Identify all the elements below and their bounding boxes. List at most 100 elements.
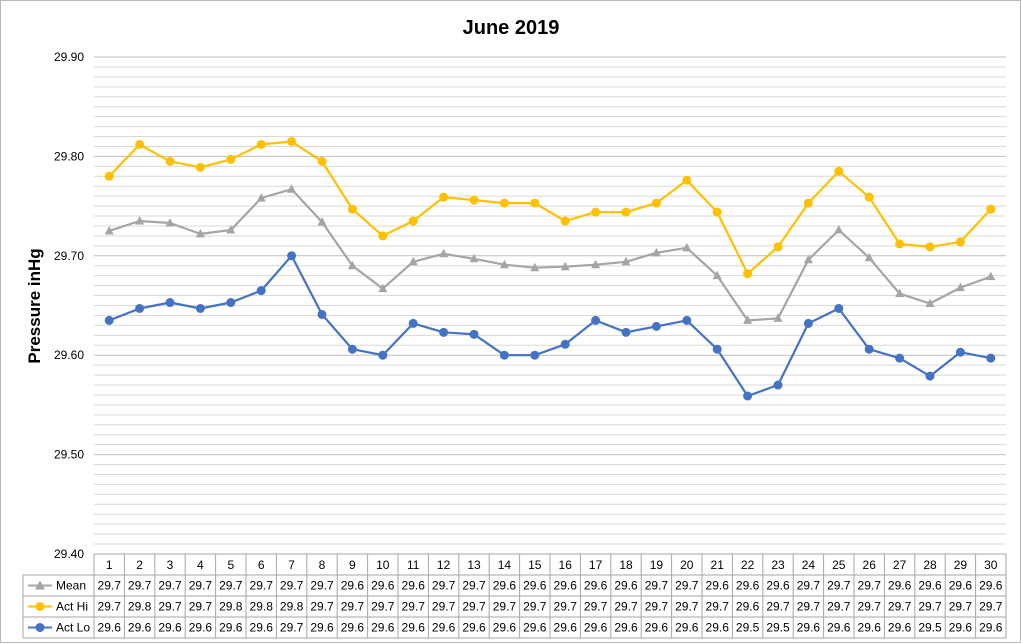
y-tick-labels: 29.40 29.50 29.60 29.70 29.80 29.90 — [54, 50, 84, 561]
data-point — [195, 303, 205, 313]
data-point — [955, 347, 965, 357]
data-point — [925, 242, 935, 252]
y-tick-label: 29.90 — [54, 50, 84, 64]
x-tick-label: 28 — [923, 558, 937, 572]
table-cell: 29.7 — [554, 600, 578, 614]
series-act-lo — [104, 251, 996, 401]
chart-title: June 2019 — [463, 17, 560, 39]
x-tick-label: 20 — [680, 558, 694, 572]
x-tick-label: 23 — [771, 558, 785, 572]
table-cell: 29.7 — [675, 579, 699, 593]
series-act-hi — [104, 136, 996, 279]
x-tick-label: 1 — [106, 558, 113, 572]
data-point — [712, 207, 722, 217]
table-cell: 29.6 — [554, 621, 578, 635]
table-cell: 29.6 — [523, 579, 547, 593]
data-point — [226, 154, 236, 164]
x-tick-label: 26 — [863, 558, 877, 572]
table-cell: 29.7 — [584, 600, 608, 614]
x-tick-label: 6 — [258, 558, 265, 572]
data-point — [560, 216, 570, 226]
data-point — [104, 171, 114, 181]
legend-key-marker — [35, 580, 45, 590]
data-point — [165, 217, 175, 227]
table-cell: 29.7 — [675, 600, 699, 614]
x-tick-label: 3 — [167, 558, 174, 572]
data-point — [560, 261, 570, 271]
x-tick-label: 5 — [227, 558, 234, 572]
data-point — [955, 237, 965, 247]
data-point — [895, 353, 905, 363]
table-cell: 29.7 — [766, 600, 790, 614]
legend-key-marker — [35, 623, 45, 632]
table-cell: 29.6 — [614, 621, 638, 635]
table-cell: 29.6 — [888, 579, 912, 593]
x-tick-label: 21 — [711, 558, 725, 572]
x-tick-label: 16 — [559, 558, 573, 572]
x-tick-label: 22 — [741, 558, 755, 572]
series-line — [108, 254, 992, 398]
data-point — [986, 353, 996, 363]
x-tick-label: 2 — [136, 558, 143, 572]
x-tick-label: 13 — [467, 558, 481, 572]
table-cell: 29.6 — [645, 621, 669, 635]
table-cell: 29.7 — [827, 579, 851, 593]
table-cell: 29.8 — [250, 600, 274, 614]
data-point — [651, 321, 661, 331]
x-tick-label: 18 — [619, 558, 633, 572]
data-point — [773, 313, 783, 322]
table-cell: 29.6 — [402, 621, 426, 635]
table-cell: 29.7 — [432, 600, 456, 614]
x-tick-label: 25 — [832, 558, 846, 572]
table-cell: 29.7 — [189, 600, 213, 614]
table-cell: 29.7 — [979, 600, 1003, 614]
data-point — [743, 315, 753, 324]
data-point — [530, 350, 540, 360]
table-cell: 29.7 — [310, 579, 334, 593]
data-point — [104, 225, 114, 235]
table-cell: 29.8 — [280, 600, 304, 614]
table-cell: 29.7 — [98, 579, 122, 593]
data-point — [135, 216, 145, 225]
data-point — [712, 344, 722, 354]
table-cell: 29.7 — [888, 600, 912, 614]
data-point — [347, 344, 357, 354]
data-point — [317, 309, 327, 319]
legend-key-marker — [35, 602, 45, 611]
data-point — [408, 318, 418, 328]
x-tick-label: 12 — [437, 558, 451, 572]
table-cell: 29.8 — [219, 600, 243, 614]
data-point — [864, 252, 874, 262]
series-mean — [104, 184, 996, 324]
data-point — [803, 254, 813, 264]
table-cell: 29.6 — [614, 579, 638, 593]
table-cell: 29.7 — [706, 600, 730, 614]
data-point — [499, 350, 509, 360]
x-tick-label: 4 — [197, 558, 204, 572]
data-point — [621, 256, 631, 266]
table-cell: 29.6 — [706, 621, 730, 635]
table-cell: 29.5 — [736, 621, 760, 635]
table-cell: 29.6 — [402, 579, 426, 593]
table-cell: 29.7 — [797, 600, 821, 614]
table-cell: 29.6 — [949, 621, 973, 635]
table-cell: 29.6 — [858, 621, 882, 635]
data-point — [591, 207, 601, 217]
data-point — [256, 193, 266, 202]
data-point — [256, 286, 266, 296]
table-cell: 29.7 — [219, 579, 243, 593]
table-cell: 29.6 — [189, 621, 213, 635]
table-cell: 29.7 — [949, 600, 973, 614]
table-cell: 29.7 — [462, 579, 486, 593]
legend-label: Act Lo — [56, 621, 90, 635]
table-cell: 29.6 — [158, 621, 182, 635]
data-point — [317, 217, 327, 226]
table-cell: 29.7 — [797, 579, 821, 593]
x-tick-label: 27 — [893, 558, 907, 572]
data-point — [135, 303, 145, 313]
data-point — [834, 303, 844, 313]
table-cell: 29.6 — [827, 621, 851, 635]
table-cell: 29.7 — [280, 621, 304, 635]
x-tick-label: 14 — [498, 558, 512, 572]
y-tick-label: 29.80 — [54, 149, 84, 163]
